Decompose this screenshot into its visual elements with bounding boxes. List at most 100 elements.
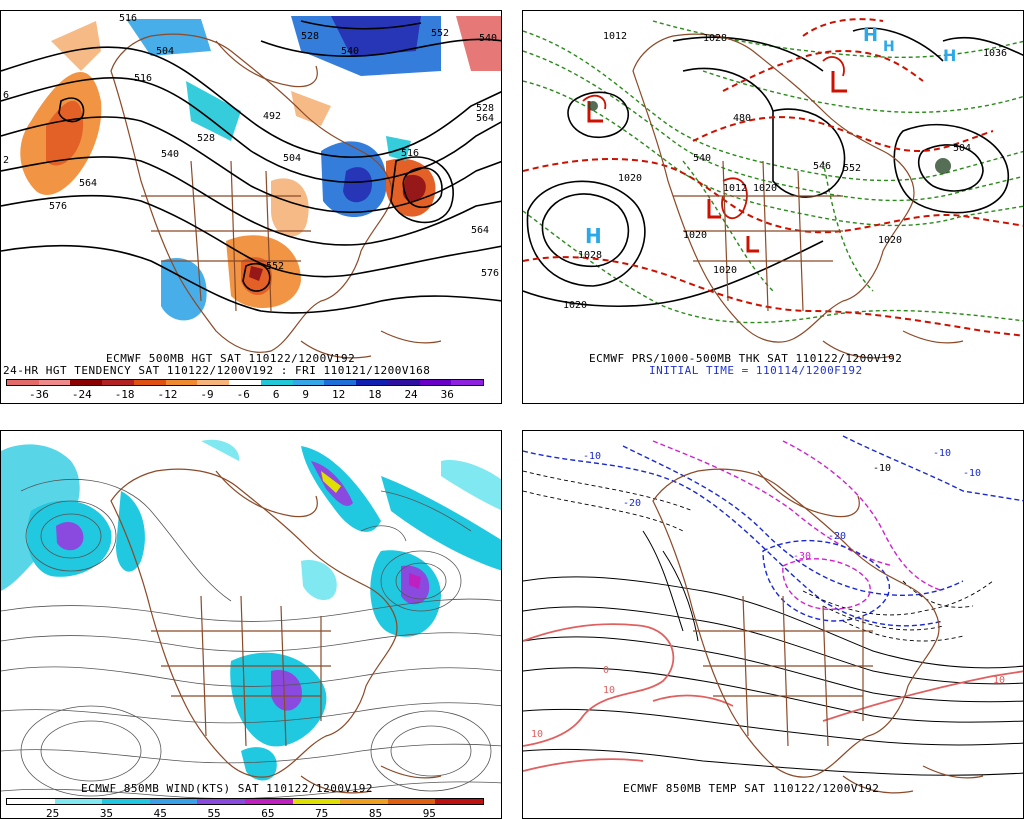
- pressure-contours: [523, 27, 1023, 307]
- low-marker-north: [831, 71, 847, 93]
- legend-tick: 55: [207, 807, 221, 819]
- high-pressure-markers: H H H H: [585, 25, 956, 248]
- cold-isotherms: [523, 435, 1023, 627]
- coastlines: [110, 33, 442, 359]
- pos-tendency-southwest: [161, 257, 207, 321]
- isotherm-label: -30: [793, 551, 811, 562]
- legend-tick: -12: [157, 388, 178, 401]
- panel1-caption-line2: 24-HR HGT TENDENCY SAT 110122/1200V192 :…: [3, 364, 431, 377]
- svg-text:H: H: [883, 39, 895, 55]
- warm-isotherms: [523, 623, 1023, 772]
- panel3-caption: ECMWF 850MB WIND(KTS) SAT 110122/1200V19…: [81, 782, 374, 795]
- pressure-label: 1020: [563, 300, 587, 311]
- panel-pressure-thickness: H H H H 1028 1020 1020 1036 1020 1020 10…: [522, 10, 1024, 404]
- low-marker-rockies: [707, 199, 721, 219]
- legend-tick: 24: [404, 388, 418, 401]
- contour-label: 6: [3, 90, 9, 101]
- contour-labels: 516 504 516 528 540 552 564 576 564 576 …: [3, 13, 499, 279]
- neg-tendency-north: [51, 21, 101, 71]
- pressure-label: 1020: [618, 173, 642, 184]
- high-pressure-label: H: [585, 224, 602, 248]
- pos-tendency-nw: [126, 19, 211, 56]
- wind-speed-shading: [1, 439, 501, 781]
- contour-label: 504: [156, 46, 174, 57]
- tendency-shading: [20, 16, 501, 321]
- map-500mb-height: 516 504 516 528 540 552 564 576 564 576 …: [1, 13, 501, 359]
- contour-label: 540: [341, 46, 359, 57]
- pressure-label: 1020: [753, 183, 777, 194]
- isotherm-label: 10: [993, 675, 1005, 686]
- pressure-label: 1020: [713, 265, 737, 276]
- isotherm-label: 10: [603, 685, 615, 696]
- panel3-legend-ticks: 25 35 45 55 65 75 85 95: [46, 807, 436, 819]
- low-pressure-centers: [588, 101, 951, 174]
- panel-500mb-height: 516 504 516 528 540 552 564 576 564 576 …: [0, 10, 502, 404]
- neg-tendency-plains: [271, 178, 309, 237]
- thickness-contours: [523, 18, 1023, 337]
- panel-850mb-temp: -10 -20 -30 -20 -10 -10 0 10 10 -10 10 E…: [522, 430, 1024, 819]
- low-marker-plains: [746, 236, 759, 253]
- isotherm-label: 0: [603, 665, 609, 676]
- legend-tick: 36: [440, 388, 454, 401]
- contour-label: 492: [263, 111, 281, 122]
- contour-label: 564: [476, 113, 494, 124]
- neg-tendency-ne: [456, 16, 501, 71]
- isotherm-labels: -10 -20 -30 -20 -10 -10 0 10 10 -10 10: [531, 448, 1005, 740]
- pressure-label: 1028: [703, 33, 727, 44]
- contour-label: 504: [283, 153, 301, 164]
- legend-tick: 45: [153, 807, 167, 819]
- isotherms-solid: [523, 530, 1023, 776]
- coastlines: [110, 468, 442, 794]
- legend-tick: 95: [422, 807, 436, 819]
- contour-label: 516: [134, 73, 152, 84]
- legend-tick: -24: [71, 388, 92, 401]
- isotherm-label: -20: [623, 498, 641, 509]
- pressure-label: 1020: [878, 235, 902, 246]
- legend-tick: 18: [368, 388, 382, 401]
- panel1-legend-ticks: -36 -24 -18 -12 -9 -6 6 9 12 18 24 36: [29, 388, 454, 401]
- contour-label: 528: [301, 31, 319, 42]
- thickness-solid: [582, 56, 845, 220]
- contour-label: 540: [479, 33, 497, 44]
- legend-tick: -6: [236, 388, 250, 401]
- pressure-label: 1012: [603, 31, 627, 42]
- legend-tick: 25: [46, 807, 60, 819]
- thickness-label: 480: [733, 113, 751, 124]
- coastlines: [632, 33, 964, 359]
- panel-850mb-wind: ECMWF 850MB WIND(KTS) SAT 110122/1200V19…: [0, 430, 502, 819]
- panel2-caption-line1: ECMWF PRS/1000-500MB THK SAT 110122/1200…: [589, 352, 903, 365]
- contour-label: 528: [197, 133, 215, 144]
- pressure-label: 1020: [683, 230, 707, 241]
- height-contours: [1, 20, 501, 314]
- pressure-label: 1036: [983, 48, 1007, 59]
- legend-tick: 9: [302, 388, 310, 401]
- legend-tick: 35: [99, 807, 114, 819]
- isotherm-label: -20: [828, 531, 846, 542]
- legend-tick: -9: [200, 388, 214, 401]
- map-850mb-temp: -10 -20 -30 -20 -10 -10 0 10 10 -10 10: [523, 435, 1023, 794]
- panel2-caption-line2: INITIAL TIME = 110114/1200F192: [649, 364, 863, 377]
- panel1-caption-line1: ECMWF 500MB HGT SAT 110122/1200V192: [106, 352, 356, 365]
- contour-label: 576: [481, 268, 499, 279]
- isotherm-label: 10: [531, 729, 543, 740]
- svg-text:H: H: [863, 25, 878, 46]
- legend-tick: -18: [114, 388, 135, 401]
- thickness-label: 540: [693, 153, 711, 164]
- legend-tick: -36: [29, 388, 49, 401]
- contour-label: 552: [266, 261, 284, 272]
- thickness-label: 504: [953, 143, 971, 154]
- legend-tick: 85: [368, 807, 383, 819]
- contour-label: 576: [49, 201, 67, 212]
- isotherm-label: -10: [873, 463, 891, 474]
- contour-label: 528: [476, 103, 494, 114]
- contour-label: 540: [161, 149, 179, 160]
- pos-tendency-mid: [186, 81, 241, 141]
- streamlines: [1, 478, 501, 799]
- contour-label: 564: [471, 225, 489, 236]
- panel1-color-legend: [6, 379, 484, 386]
- pressure-labels: 1028 1020 1020 1036 1020 1020 1020 1020 …: [563, 31, 1007, 311]
- contour-label: 552: [431, 28, 449, 39]
- panel4-caption: ECMWF 850MB TEMP SAT 110122/1200V192: [623, 782, 880, 795]
- map-pressure-thickness: H H H H 1028 1020 1020 1036 1020 1020 10…: [523, 18, 1023, 359]
- legend-tick: 6: [272, 388, 280, 401]
